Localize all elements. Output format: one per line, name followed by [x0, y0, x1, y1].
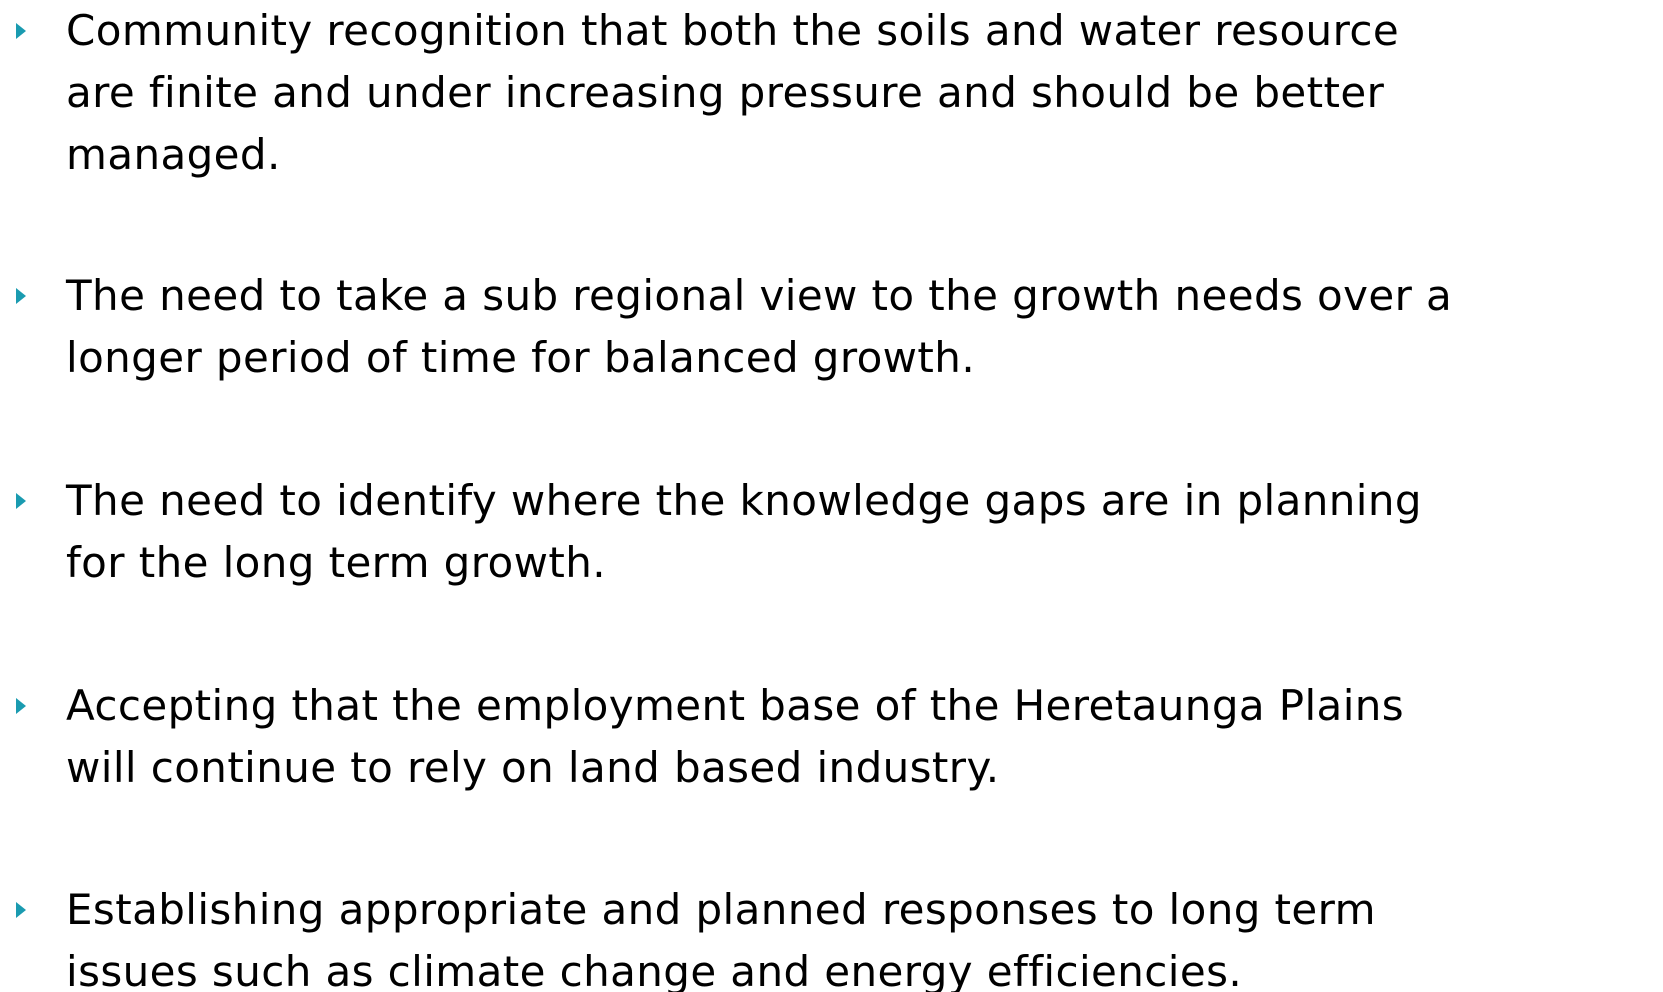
- bullet-triangle: [16, 902, 26, 918]
- bullet-marker: [16, 493, 26, 509]
- bullet-text-line: are finite and under increasing pressure…: [66, 68, 1385, 117]
- bullet-marker: [16, 23, 26, 39]
- bullet-text-line: Establishing appropriate and planned res…: [66, 885, 1376, 934]
- bullet-text-line: Community recognition that both the soil…: [66, 6, 1400, 55]
- bullet-text-line: Accepting that the employment base of th…: [66, 681, 1405, 730]
- bullet-text-line: will continue to rely on land based indu…: [66, 743, 1000, 792]
- bullet-marker: [16, 902, 26, 918]
- bullet-triangle: [16, 288, 26, 304]
- bullet-text-line: issues such as climate change and energy…: [66, 947, 1243, 992]
- bullet-text-line: for the long term growth.: [66, 538, 606, 587]
- bullet-triangle: [16, 698, 26, 714]
- bullet-text-line: The need to take a sub regional view to …: [66, 271, 1453, 320]
- bullet-triangle: [16, 493, 26, 509]
- bullet-triangle: [16, 23, 26, 39]
- bullet-marker: [16, 698, 26, 714]
- bullet-marker: [16, 288, 26, 304]
- bullet-text-line: longer period of time for balanced growt…: [66, 333, 976, 382]
- bullet-text-line: managed.: [66, 130, 281, 179]
- bullet-text-line: The need to identify where the knowledge…: [66, 476, 1422, 525]
